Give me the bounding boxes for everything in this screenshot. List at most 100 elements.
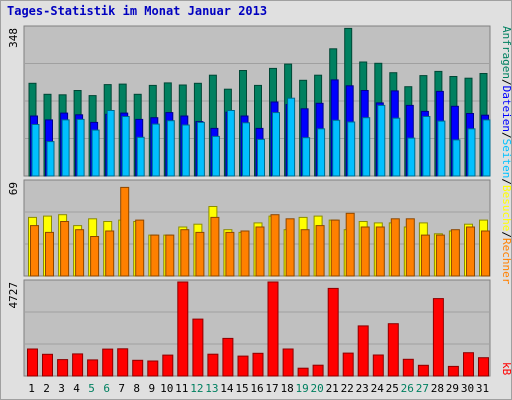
middle-bar-rechner [150, 234, 160, 277]
bottom-bar-kb [117, 348, 129, 377]
bottom-bar-kb [312, 364, 324, 377]
top-bar-seiten [76, 118, 85, 177]
day-tick-label: 21 [326, 382, 339, 395]
top-bar-seiten [317, 128, 326, 177]
middle-bar-rechner [466, 226, 475, 277]
middle-bar-rechner [330, 219, 340, 277]
day-tick-label: 23 [356, 382, 369, 395]
top-bar-seiten [407, 137, 416, 177]
middle-bar-rechner [450, 229, 460, 277]
top-bar-seiten [467, 128, 476, 177]
middle-bar-rechner [120, 186, 130, 277]
bottom-bar-kb [387, 323, 399, 377]
bottom-bar-kb [402, 358, 414, 377]
legend-item: Rechner [500, 238, 512, 285]
top-bar-seiten [332, 119, 341, 177]
legend-item: Anfragen [500, 26, 512, 79]
top-bar-seiten [46, 141, 55, 177]
bottom-bar-kb [222, 337, 234, 377]
top-bar-seiten [302, 137, 311, 177]
top-bar-seiten [211, 135, 220, 177]
middle-bar-rechner [165, 234, 175, 277]
day-tick-label: 17 [265, 382, 278, 395]
top-bar-seiten [482, 119, 491, 177]
top-bar-seiten [272, 112, 280, 177]
day-tick-label: 8 [133, 382, 140, 395]
bottom-bar-kb [297, 367, 309, 377]
top-bar-seiten [151, 123, 160, 177]
middle-bar-rechner [90, 236, 100, 277]
middle-bar-rechner [481, 230, 490, 277]
bottom-bar-kb [57, 359, 69, 377]
bottom-bar-kb [102, 348, 114, 377]
day-tick-label: 20 [310, 382, 323, 395]
middle-bar-rechner [285, 218, 295, 277]
top-bar-seiten [136, 136, 145, 177]
bottom-bar-kb [327, 287, 339, 377]
legend-kb: kB [500, 362, 512, 376]
bottom-bar-kb [132, 359, 144, 377]
day-tick-label: 2 [43, 382, 50, 395]
middle-bar-rechner [270, 214, 280, 277]
bottom-bar-kb [27, 348, 38, 377]
middle-ymax-label: 69 [7, 182, 20, 195]
middle-bar-rechner [375, 226, 385, 277]
legend-item: Seiten [500, 139, 512, 179]
top-bar-seiten [121, 116, 130, 177]
bottom-bar-kb [192, 318, 204, 377]
chart-title: Tages-Statistik im Monat Januar 2013 [7, 4, 268, 18]
top-bar-seiten [61, 119, 70, 177]
middle-bar-rechner [315, 225, 325, 277]
bottom-bar-kb [162, 354, 174, 377]
legend-item: / [500, 178, 512, 185]
day-tick-label: 18 [280, 382, 293, 395]
middle-bar-rechner [405, 218, 415, 277]
top-bar-seiten [196, 121, 205, 177]
top-bar-seiten [362, 117, 371, 177]
top-bar-seiten [31, 124, 40, 177]
top-bar-seiten [106, 110, 115, 177]
middle-bar-rechner [240, 230, 250, 277]
top-bar-seiten [347, 121, 356, 177]
day-tick-label: 3 [58, 382, 65, 395]
day-tick-label: 27 [416, 382, 429, 395]
bottom-bar-kb [282, 348, 294, 377]
legend-item: / [500, 132, 512, 139]
middle-bar-rechner [135, 219, 145, 277]
bottom-bar-kb [417, 364, 429, 377]
day-tick-label: 13 [205, 382, 218, 395]
day-tick-label: 7 [118, 382, 125, 395]
top-bar-seiten [91, 129, 100, 177]
day-tick-label: 29 [446, 382, 459, 395]
bottom-bar-kb [42, 353, 53, 377]
bottom-bar-kb [267, 281, 279, 377]
top-bar-seiten [377, 104, 386, 177]
day-tick-label: 22 [341, 382, 354, 395]
top-bar-seiten [166, 120, 175, 177]
day-tick-label: 15 [235, 382, 248, 395]
bottom-bar-kb [207, 353, 219, 377]
top-bar-seiten [452, 139, 461, 177]
day-tick-label: 5 [88, 382, 95, 395]
bottom-bar-kb [447, 365, 459, 377]
day-tick-label: 6 [103, 382, 110, 395]
top-bar-seiten [257, 138, 265, 177]
middle-bar-rechner [195, 231, 205, 277]
legend-item: / [500, 231, 512, 238]
middle-bar-rechner [300, 229, 310, 277]
day-tick-label: 12 [190, 382, 203, 395]
top-ymax-label: 348 [7, 28, 20, 48]
middle-bar-rechner [60, 221, 70, 277]
top-bar-seiten [392, 117, 401, 177]
bottom-bar-kb [252, 352, 264, 377]
legend-right: Anfragen/Dateien/Seiten/Besuche/Rechner [500, 26, 512, 285]
bottom-bar-kb [237, 355, 249, 377]
middle-bar-rechner [360, 226, 370, 277]
top-bar-seiten [242, 122, 250, 177]
top-bar-seiten [181, 124, 190, 177]
day-tick-label: 16 [250, 382, 263, 395]
bottom-bar-kb [342, 352, 354, 377]
day-tick-label: 24 [371, 382, 385, 395]
middle-bar-rechner [180, 229, 190, 277]
